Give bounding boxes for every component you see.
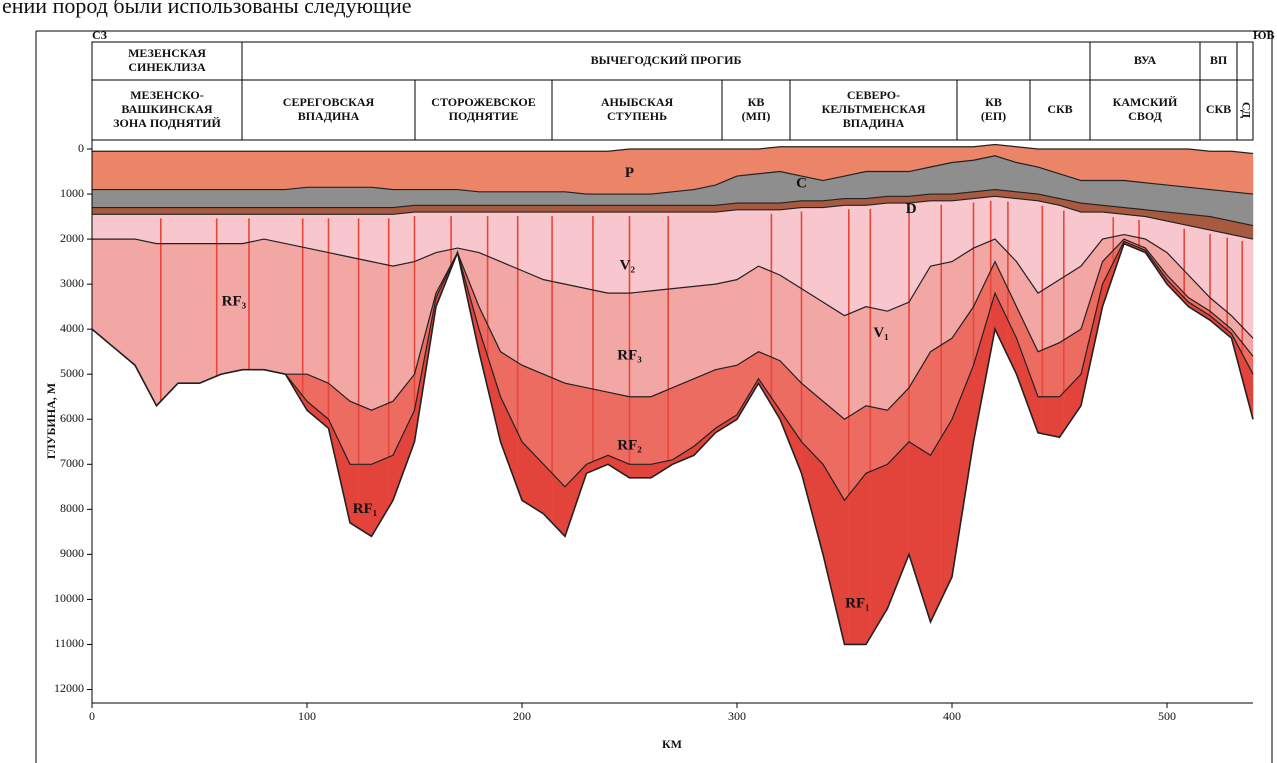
layer-label: C xyxy=(796,176,807,192)
y-tick-label: 6000 xyxy=(60,411,84,425)
x-tick-label: 500 xyxy=(1158,709,1176,723)
y-tick-label: 3000 xyxy=(60,276,84,290)
x-tick-label: 200 xyxy=(513,709,531,723)
y-tick-label: 10000 xyxy=(54,591,84,605)
header-label: ЗОНА ПОДНЯТИЙ xyxy=(113,116,221,130)
header-label: КАМСКИЙ xyxy=(1113,95,1178,109)
header-label: МЕЗЕНСКО- xyxy=(130,88,204,102)
layer-label: RF₁ xyxy=(845,595,870,611)
y-tick-label: 1000 xyxy=(60,186,84,200)
layer-label: RF₃ xyxy=(222,294,247,310)
x-tick-label: 400 xyxy=(943,709,961,723)
header-label: СИНЕКЛИЗА xyxy=(128,60,206,74)
layer-label: RF₂ xyxy=(617,438,642,454)
y-tick-label: 7000 xyxy=(60,456,84,470)
y-tick-label: 12000 xyxy=(54,681,84,695)
header-label: КВ xyxy=(985,95,1002,109)
header-label: ПОДНЯТИЕ xyxy=(449,109,519,123)
header-label: ВПАДИНА xyxy=(298,109,360,123)
y-tick-label: 5000 xyxy=(60,366,84,380)
header-label: (МП) xyxy=(742,109,771,123)
header-label: СЕВЕРО- xyxy=(847,88,900,102)
header-label: ВП xyxy=(1210,53,1228,67)
y-tick-label: 8000 xyxy=(60,501,84,515)
header-label: ВАШКИНСКАЯ xyxy=(121,102,212,116)
layer-label: RF₁ xyxy=(353,501,378,517)
header-label: МЕЗЕНСКАЯ xyxy=(128,46,206,60)
y-tick-label: 0 xyxy=(78,141,84,155)
page-top-text: ении пород были использованы следующие xyxy=(2,0,411,18)
layer-label: P xyxy=(625,165,634,181)
chart: ении пород были использованы следующие С… xyxy=(0,0,1277,763)
y-tick-label: 4000 xyxy=(60,321,84,335)
x-tick-label: 100 xyxy=(298,709,316,723)
header-label: СЕРЕГОВСКАЯ xyxy=(283,95,375,109)
header-label: (ЕП) xyxy=(981,109,1006,123)
header-label: КЕЛЬТМЕНСКАЯ xyxy=(822,102,926,116)
header-label: ВПАДИНА xyxy=(843,116,905,130)
header-label: СКВ xyxy=(1047,102,1072,116)
x-tick-label: 300 xyxy=(728,709,746,723)
corner-left: СЗ xyxy=(92,28,107,42)
layer-label: V₂ xyxy=(620,258,636,274)
y-axis-label: ГЛУБИНА, М xyxy=(44,383,58,459)
y-tick-label: 2000 xyxy=(60,231,84,245)
x-tick-label: 0 xyxy=(89,709,95,723)
y-tick-label: 9000 xyxy=(60,546,84,560)
header-label: СВОД xyxy=(1128,109,1162,123)
header-label: СТУПЕНЬ xyxy=(607,109,667,123)
header-label: СКВ xyxy=(1206,102,1231,116)
y-tick-label: 11000 xyxy=(54,636,84,650)
corner-right: ЮВ xyxy=(1253,28,1275,42)
layer-label: V₁ xyxy=(873,325,888,341)
header-label: АНЫБСКАЯ xyxy=(601,95,674,109)
layer-label: RF₃ xyxy=(617,348,642,364)
header-label: СД xyxy=(1239,102,1253,119)
header-label: КВ xyxy=(748,95,765,109)
x-axis-label: КМ xyxy=(662,737,682,751)
layer-label: D xyxy=(906,201,917,217)
header-label: СТОРОЖЕВСКОЕ xyxy=(431,95,535,109)
header-label: ВУА xyxy=(1134,53,1157,67)
header-label: ВЫЧЕГОДСКИЙ ПРОГИБ xyxy=(591,53,742,67)
